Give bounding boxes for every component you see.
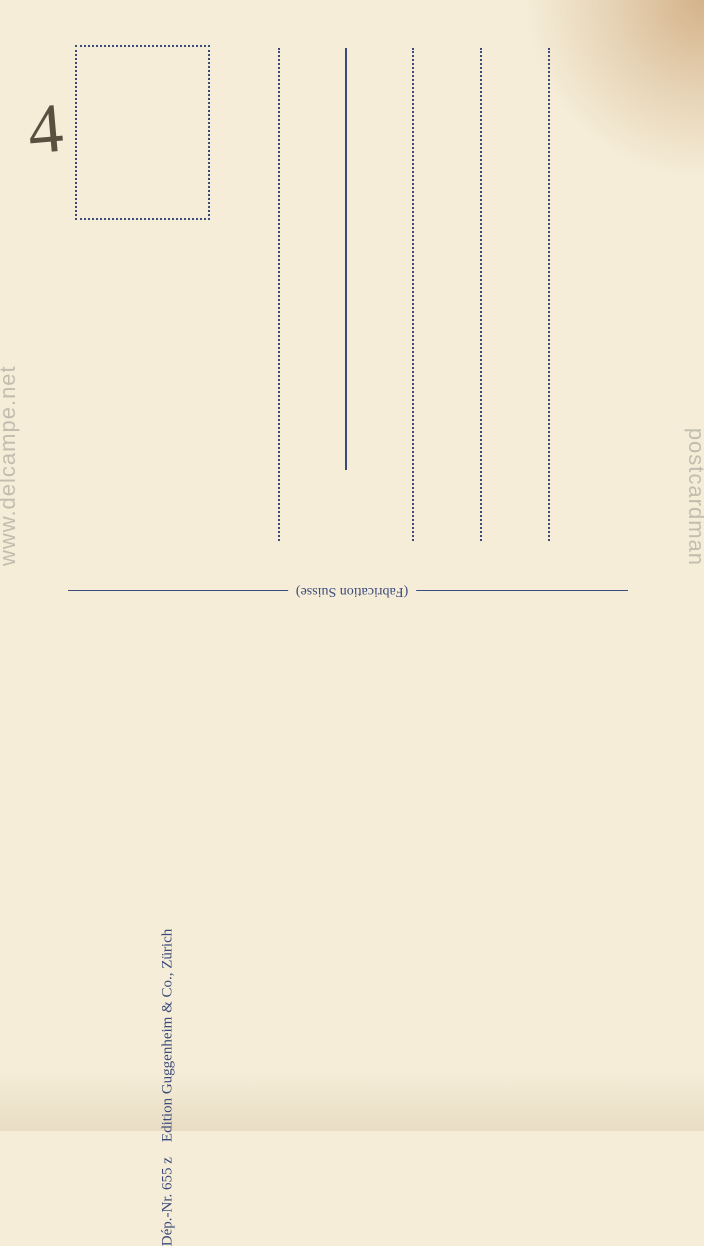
publisher-suffix: z [159,1157,175,1164]
address-line-5 [548,48,550,541]
stamp-placeholder-box [75,45,210,220]
watermark-postcardman: postcardman [683,427,704,565]
handwritten-number: 4 [25,89,67,172]
publisher-prefix: Dép.-Nr. [159,1194,175,1246]
address-line-2-solid-top [345,48,347,470]
paper-aging-corner [524,0,704,180]
address-line-4 [480,48,482,541]
paper-aging-bottom [0,1071,704,1131]
publisher-credit: Dép.-Nr. 655 z Edition Guggenheim & Co.,… [159,929,176,1246]
watermark-delcampe: www.delcampe.net [0,365,21,566]
publisher-number: 655 [159,1167,175,1190]
address-line-3 [412,48,414,541]
fabrication-label: (Fabrication Suisse) [288,583,416,599]
publisher-name: Edition Guggenheim & Co., Zürich [159,929,175,1142]
address-line-1 [278,48,280,541]
